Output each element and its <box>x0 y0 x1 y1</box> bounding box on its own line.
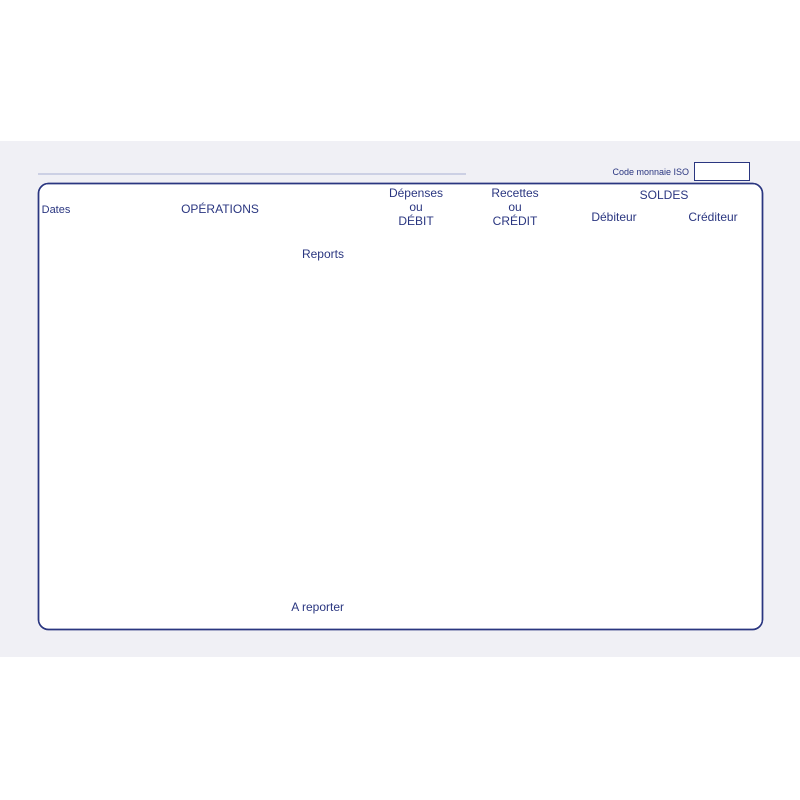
header-dates: Dates <box>42 204 71 216</box>
header-crediteur: Créditeur <box>688 210 737 224</box>
iso-code-box <box>694 162 750 181</box>
form-frame-outline <box>37 182 764 631</box>
header-operations: OPÉRATIONS <box>181 201 259 216</box>
a-reporter-label: A reporter <box>291 600 344 614</box>
header-credit-line3: CRÉDIT <box>493 213 538 228</box>
header-debit-line2: ou <box>409 200 422 214</box>
header-soldes: SOLDES <box>640 188 689 202</box>
form-frame <box>37 182 764 631</box>
iso-code-label: Code monnaie ISO <box>612 167 689 177</box>
reports-label: Reports <box>302 247 344 261</box>
header-credit-line1: Recettes <box>491 186 538 200</box>
header-debit-line3: DÉBIT <box>398 213 434 228</box>
header-debiteur: Débiteur <box>591 210 636 224</box>
header-debit-line1: Dépenses <box>389 186 443 200</box>
header-credit-line2: ou <box>508 200 521 214</box>
